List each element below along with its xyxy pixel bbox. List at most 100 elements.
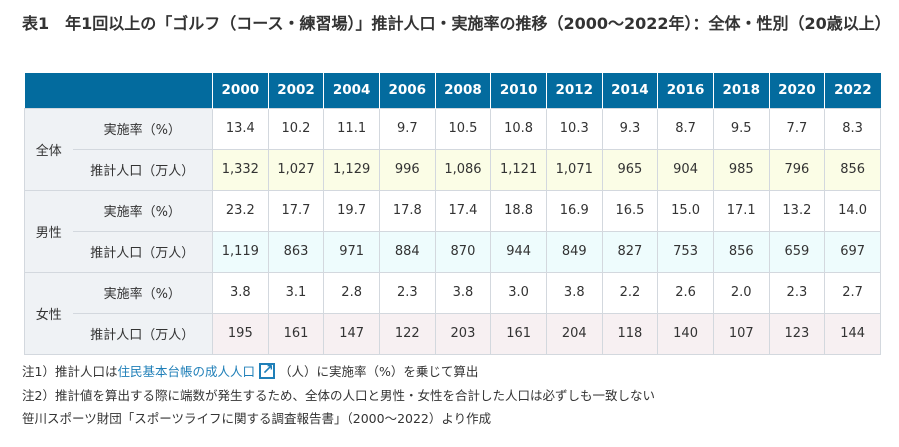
value-cell: 17.4 xyxy=(434,189,492,232)
year-header: 2022 xyxy=(824,73,881,108)
year-header: 2006 xyxy=(378,73,436,108)
value-cell: 19.7 xyxy=(323,189,380,232)
table-row: 男性 実施率（%） 23.2 17.7 19.7 17.8 17.4 18.8 16.9 16.5… xyxy=(24,189,881,273)
value-cell: 8.3 xyxy=(824,107,881,150)
value-cell: 1,121 xyxy=(490,148,547,191)
value-cell: 1,332 xyxy=(212,148,269,191)
value-cell: 3.8 xyxy=(545,271,603,314)
row-label: 推計人口（万人） xyxy=(72,230,213,273)
value-cell: 7.7 xyxy=(768,107,826,150)
value-cell: 2.0 xyxy=(712,271,770,314)
note-1-suffix: （人）に実施率（%）を乗じて算出 xyxy=(278,364,479,379)
year-header: 2008 xyxy=(434,73,491,108)
value-cell: 13.4 xyxy=(212,107,269,150)
value-cell: 996 xyxy=(378,148,436,191)
value-cell: 203 xyxy=(434,312,492,355)
value-cell: 161 xyxy=(267,312,325,355)
value-cell: 971 xyxy=(323,230,380,273)
value-cell: 161 xyxy=(490,312,547,355)
value-cell: 870 xyxy=(434,230,492,273)
year-header: 2004 xyxy=(323,73,380,108)
value-cell: 827 xyxy=(601,230,659,273)
year-header: 2012 xyxy=(545,73,603,108)
table-row: 推計人口（万人） 1,119 863 971 884 870 944 849 827 753 856… xyxy=(25,230,881,273)
value-cell: 904 xyxy=(657,148,714,191)
value-cell: 16.9 xyxy=(545,189,603,232)
row-label: 推計人口（万人） xyxy=(72,312,213,355)
year-header: 2014 xyxy=(601,73,658,108)
value-cell: 8.7 xyxy=(657,107,714,150)
value-cell: 10.3 xyxy=(545,107,603,150)
row-label: 推計人口（万人） xyxy=(72,148,213,191)
value-cell: 9.3 xyxy=(601,107,659,150)
row-label: 実施率（%） xyxy=(72,189,213,232)
value-cell: 753 xyxy=(657,230,714,273)
value-cell: 856 xyxy=(824,148,881,191)
value-cell: 2.6 xyxy=(657,271,714,314)
value-cell: 697 xyxy=(824,230,881,273)
value-cell: 863 xyxy=(267,230,325,273)
external-link-icon[interactable] xyxy=(258,359,275,383)
value-cell: 144 xyxy=(824,312,881,355)
value-cell: 9.7 xyxy=(378,107,436,150)
year-header: 2016 xyxy=(657,73,714,108)
golf-population-table: 2000 2002 2004 2006 2008 2010 2012 2014 2016 2018… xyxy=(24,73,881,355)
value-cell: 122 xyxy=(378,312,436,355)
value-cell: 140 xyxy=(657,312,714,355)
value-cell: 9.5 xyxy=(712,107,770,150)
year-header: 2002 xyxy=(267,73,324,108)
table-row: 推計人口（万人） 1,332 1,027 1,129 996 1,086 1,121 1,07… xyxy=(25,148,881,191)
value-cell: 123 xyxy=(768,312,826,355)
value-cell: 1,119 xyxy=(212,230,269,273)
year-header: 2010 xyxy=(490,73,547,108)
resident-registry-link[interactable]: 住民基本台帳の成人人口 xyxy=(117,364,255,379)
note-2: 注2）推計値を算出する際に端数が発生するため、全体の人口と男性・女性を合計した人… xyxy=(22,387,655,403)
value-cell: 18.8 xyxy=(490,189,547,232)
notes: 注1）推計人口は住民基本台帳の成人人口 （人）に実施率（%）を乗じて算出 注2）推… xyxy=(22,359,655,431)
value-cell: 107 xyxy=(712,312,770,355)
row-label: 実施率（%） xyxy=(72,107,213,150)
value-cell: 10.5 xyxy=(434,107,492,150)
value-cell: 1,071 xyxy=(545,148,603,191)
value-cell: 13.2 xyxy=(768,189,826,232)
value-cell: 16.5 xyxy=(601,189,659,232)
value-cell: 796 xyxy=(768,148,826,191)
table-title: 表1 年1回以上の「ゴルフ（コース・練習場）」推計人口・実施率の推移（2000〜… xyxy=(22,14,891,33)
value-cell: 3.0 xyxy=(490,271,547,314)
value-cell: 1,086 xyxy=(434,148,492,191)
value-cell: 3.1 xyxy=(267,271,325,314)
value-cell: 10.2 xyxy=(267,107,325,150)
value-cell: 849 xyxy=(545,230,603,273)
table-row: 女性 実施率（%） 3.8 3.1 2.8 2.3 3.8 3.0 3.8 2.2 2.6 2.0 2.… xyxy=(24,271,881,355)
note-1: 注1）推計人口は住民基本台帳の成人人口 （人）に実施率（%）を乗じて算出 xyxy=(22,359,655,384)
year-header: 2018 xyxy=(712,73,770,108)
value-cell: 147 xyxy=(323,312,380,355)
value-cell: 2.2 xyxy=(601,271,659,314)
value-cell: 965 xyxy=(601,148,659,191)
value-cell: 2.3 xyxy=(378,271,436,314)
value-cell: 3.8 xyxy=(212,271,269,314)
year-header: 2020 xyxy=(768,73,825,108)
value-cell: 884 xyxy=(378,230,436,273)
value-cell: 204 xyxy=(545,312,603,355)
value-cell: 1,027 xyxy=(267,148,325,191)
value-cell: 1,129 xyxy=(323,148,380,191)
table-row: 推計人口（万人） 195 161 147 122 203 161 204 118 140 107 12… xyxy=(25,312,881,355)
header-blank xyxy=(24,73,213,108)
header-row: 2000 2002 2004 2006 2008 2010 2012 2014 2016 2018… xyxy=(24,73,881,108)
group-label: 全体 xyxy=(24,107,73,191)
value-cell: 2.7 xyxy=(824,271,881,314)
value-cell: 3.8 xyxy=(434,271,492,314)
value-cell: 985 xyxy=(712,148,770,191)
value-cell: 11.1 xyxy=(323,107,380,150)
value-cell: 17.8 xyxy=(378,189,436,232)
value-cell: 2.8 xyxy=(323,271,380,314)
value-cell: 856 xyxy=(712,230,770,273)
table-row: 全体 実施率（%） 13.4 10.2 11.1 9.7 10.5 10.8 10.3 9.3 8.… xyxy=(24,107,881,191)
value-cell: 944 xyxy=(490,230,547,273)
group-label: 男性 xyxy=(24,189,73,273)
value-cell: 14.0 xyxy=(824,189,881,232)
note-1-prefix: 注1）推計人口は xyxy=(22,364,118,379)
source: 笹川スポーツ財団「スポーツライフに関する調査報告書」（2000〜2022）より作… xyxy=(22,411,492,426)
value-cell: 659 xyxy=(768,230,826,273)
